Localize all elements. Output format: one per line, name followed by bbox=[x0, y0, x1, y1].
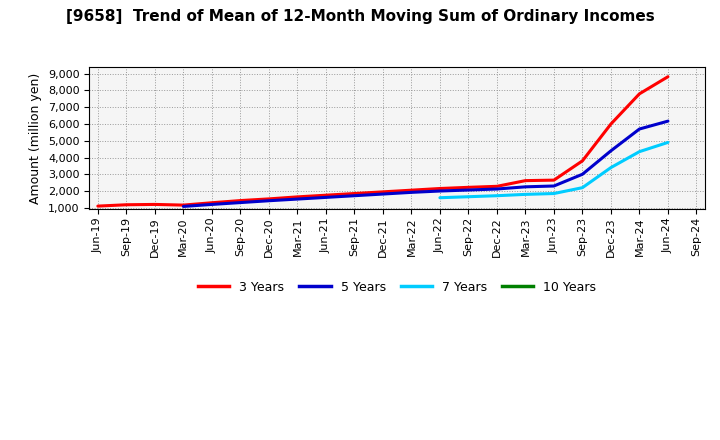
Text: [9658]  Trend of Mean of 12-Month Moving Sum of Ordinary Incomes: [9658] Trend of Mean of 12-Month Moving … bbox=[66, 9, 654, 24]
Legend: 3 Years, 5 Years, 7 Years, 10 Years: 3 Years, 5 Years, 7 Years, 10 Years bbox=[193, 275, 601, 298]
Y-axis label: Amount (million yen): Amount (million yen) bbox=[30, 73, 42, 204]
